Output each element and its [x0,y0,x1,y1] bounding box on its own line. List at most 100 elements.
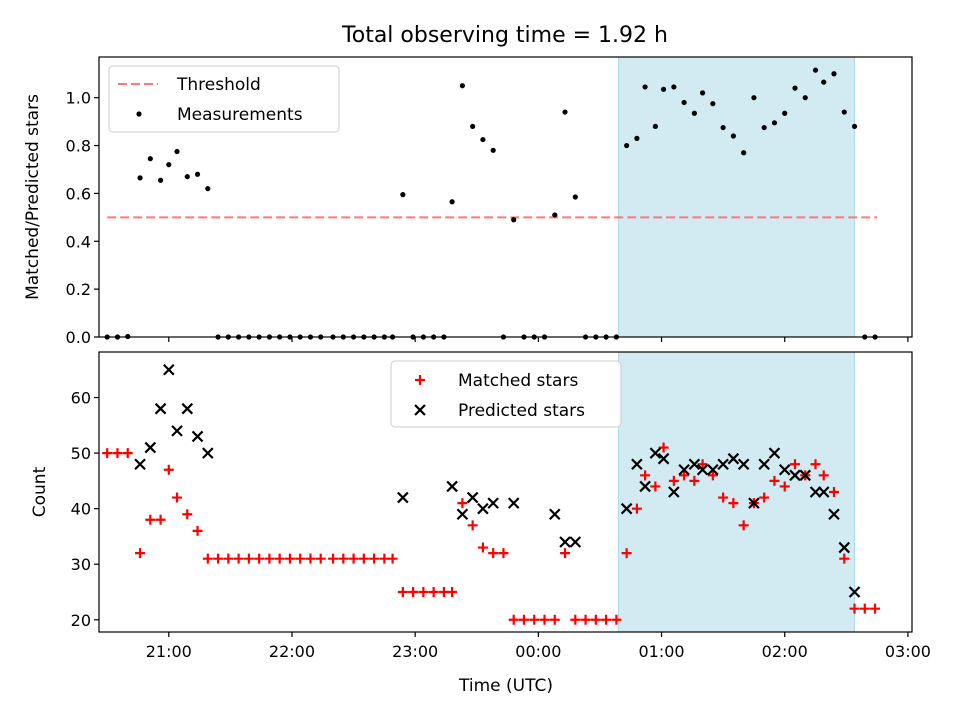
matched-stars-point [122,448,133,459]
matched-stars-point [789,459,800,470]
matched-stars-point [570,614,581,625]
matched-stars-point [408,587,419,597]
y-tick-label: 0.0 [66,328,91,347]
matched-stars-point [779,481,790,492]
measurement-point [552,212,558,218]
measurement-point [470,123,476,130]
predicted-stars-point [717,458,729,470]
matched-stars-point [284,553,295,564]
matched-stars-point [328,553,339,564]
y-tick-label: 0.4 [66,232,91,251]
y-tick-label: 0.8 [66,137,91,156]
legend-box [390,360,622,428]
legend-matched-label: Matched stars [458,371,578,391]
matched-stars-point [549,614,560,625]
legend-matched-swatch [415,375,425,385]
x-tick-label: 03:00 [885,642,931,661]
matched-stars-point [163,464,174,475]
matched-stars-point [254,553,265,564]
matched-stars-point [668,475,679,486]
legend-box [108,65,340,133]
measurement-point [205,186,211,192]
measurement-point [652,123,658,130]
y-tick-label: 20 [71,611,91,630]
top-panel: 0.0 0.2 0.4 0.6 0.8 1.0 Threshold Measurements [66,56,913,347]
predicted-stars-point [507,497,520,509]
legend-measurement-swatch [136,111,142,117]
measurement-point [730,133,736,139]
measurement-point [147,156,153,162]
matched-stars-point [839,553,850,564]
matched-stars-point [697,459,708,470]
predicted-stars-point [758,458,770,470]
y-tick-label: 60 [71,389,91,408]
measurement-point [642,84,648,90]
measurement-point [841,109,847,115]
matched-stars-point [358,553,369,564]
y-tick-label: 30 [71,555,91,574]
matched-stars-point [870,603,881,614]
predicted-stars-point [838,541,851,554]
measurement-point [812,67,819,73]
matched-stars-point [828,487,839,497]
measurement-point [511,217,517,223]
matched-stars-point [264,553,275,564]
measurement-point [572,194,578,200]
measurement-point [624,142,630,149]
predicted-stars-point [477,502,489,515]
measurement-point [720,124,726,131]
predicted-stars-point [446,480,458,493]
matched-stars-point [518,614,529,625]
matched-stars-point [859,603,870,614]
matched-stars-point [611,614,622,625]
measurement-point [741,150,747,156]
predicted-stars-point [134,458,146,470]
matched-stars-point [243,553,254,564]
predicted-stars-point [727,452,740,465]
measurement-point [771,120,778,126]
matched-stars-point [498,548,509,559]
predicted-stars-point [171,425,183,437]
legend-predicted-swatch [414,404,426,416]
matched-stars-point [192,525,203,536]
predicted-stars-point [696,464,709,476]
predicted-stars-point [548,508,561,520]
measurement-point [681,99,687,106]
matched-stars-point [631,503,642,514]
matched-stars-point [658,442,669,453]
predicted-stars-point [154,402,167,415]
matched-stars-point [295,553,306,564]
matched-stars-point [601,614,612,625]
matched-stars-point [560,548,571,559]
predicted-stars-point [202,447,214,459]
x-tick-label: 22:00 [269,642,315,661]
predicted-stars-point [789,469,801,482]
matched-stars-point [759,492,770,503]
measurement-point [821,79,827,85]
predicted-stars-point [799,469,812,482]
measurement-point [671,84,677,90]
matched-stars-point [182,509,193,520]
legend-measurements-label: Measurements [177,105,303,125]
matched-stars-point [135,548,146,559]
matched-stars-point [338,553,349,564]
predicted-stars-point [649,447,662,459]
measurement-point [174,148,180,155]
matched-stars-point [718,492,729,503]
x-tick-label: 00:00 [515,642,561,661]
matched-stars-point [387,553,398,564]
measurement-point [459,83,465,89]
matched-stars-point [447,587,458,597]
measurement-point [490,147,496,153]
predicted-stars-point [678,464,690,476]
chart-title: Total observing time = 1.92 h [341,23,668,48]
top-y-axis-label: Matched/Predicted stars [23,94,43,300]
legend-top: Threshold Measurements [108,65,340,133]
predicted-stars-point [828,508,840,520]
predicted-stars-point [778,464,791,476]
predicted-stars-point [768,447,781,459]
predicted-stars-point [163,364,175,376]
matched-stars-point [707,470,718,481]
predicted-stars-point [631,458,643,470]
